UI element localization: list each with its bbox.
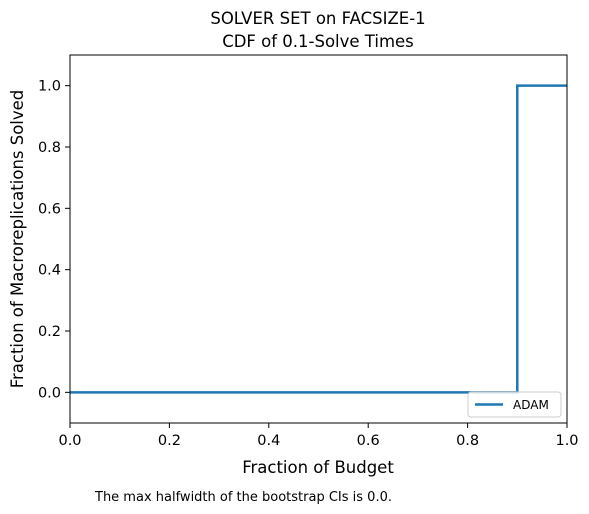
y-tick-label: 0.6 (38, 201, 61, 217)
legend: ADAM (467, 391, 562, 418)
x-tick-label: 0.8 (456, 433, 479, 449)
y-tick-label: 1.0 (38, 79, 61, 95)
series-layer (70, 84, 567, 394)
series-line-adam (70, 84, 567, 394)
x-axis-ticks: 0.0 0.2 0.4 0.6 0.8 1.0 (58, 423, 579, 449)
plot-frame (69, 54, 568, 424)
legend-box (467, 391, 562, 418)
legend-label-adam: ADAM (513, 398, 549, 412)
plot-area (69, 54, 568, 424)
x-tick-label: 0.6 (357, 433, 380, 449)
chart-title: SOLVER SET on FACSIZE-1 (210, 9, 425, 28)
x-tick-label: 0.2 (158, 433, 181, 449)
y-axis-label: Fraction of Macroreplications Solved (8, 90, 27, 389)
y-tick-label: 0.8 (38, 140, 61, 156)
chart-subtitle: CDF of 0.1-Solve Times (222, 32, 414, 51)
ci-halfwidth-note: The max halfwidth of the bootstrap CIs i… (94, 490, 392, 505)
y-axis-ticks: 0.0 0.2 0.4 0.6 0.8 1.0 (38, 79, 70, 401)
x-axis-label: Fraction of Budget (242, 458, 394, 477)
x-tick-label: 1.0 (555, 433, 578, 449)
y-tick-label: 0.4 (38, 263, 61, 279)
x-tick-label: 0.0 (58, 433, 81, 449)
x-tick-label: 0.4 (257, 433, 280, 449)
y-tick-label: 0.0 (38, 385, 61, 401)
y-tick-label: 0.2 (38, 324, 61, 340)
